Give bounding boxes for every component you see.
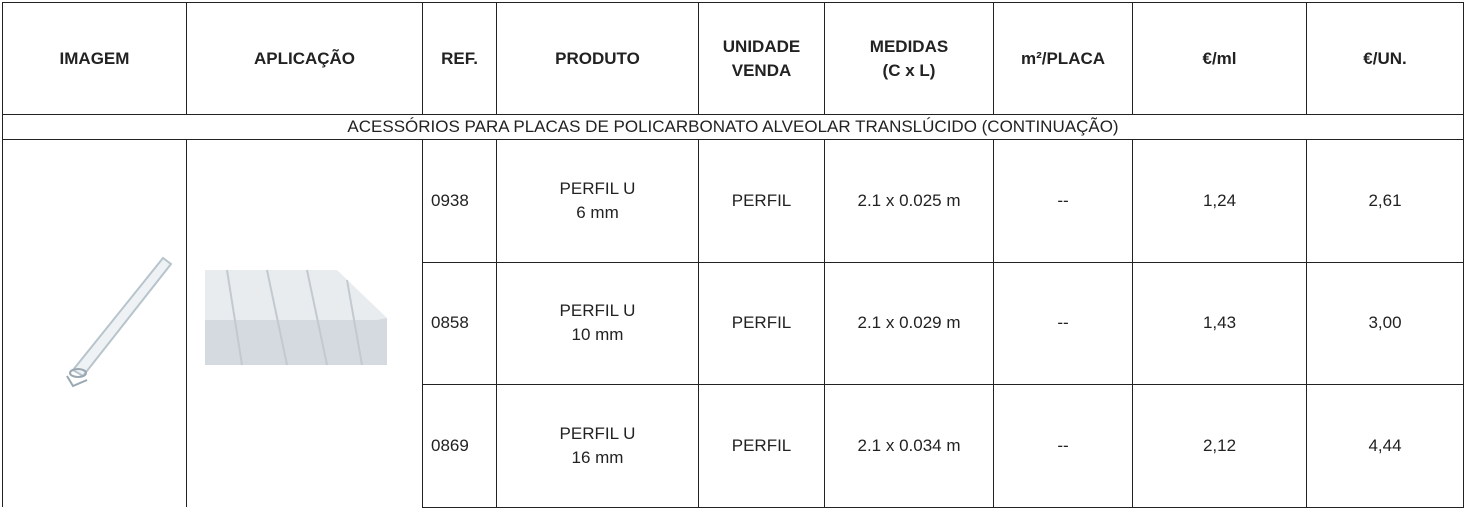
header-cell: MEDIDAS (C x L) (824, 2, 994, 115)
cell-ref: 0858 (422, 261, 497, 385)
cell-m2-placa: -- (993, 261, 1133, 385)
cell-eur-un: 3,00 (1306, 261, 1464, 385)
header-cell: PRODUTO (496, 2, 699, 115)
header-cell: UNIDADE VENDA (698, 2, 825, 115)
header-cell: €/UN. (1306, 2, 1464, 115)
header-cell: REF. (422, 2, 497, 115)
header-cell: €/ml (1132, 2, 1307, 115)
cell-unidade: PERFIL (698, 139, 825, 263)
cell-ref: 0938 (422, 139, 497, 263)
application-image (205, 269, 387, 366)
header-cell: m²/PLACA (993, 2, 1133, 115)
data-row: 0938 PERFIL U 6 mm PERFIL 2.1 x 0.025 m -- 1,… (2, 139, 1464, 507)
header-cell: IMAGEM (2, 2, 187, 115)
cell-eur-un: 4,44 (1306, 384, 1464, 508)
header-cell: APLICAÇÃO (186, 2, 423, 115)
cell-medidas: 2.1 x 0.029 m (824, 261, 994, 385)
cell-produto: PERFIL U 10 mm (496, 261, 699, 385)
cell-eur-un: 2,61 (1306, 139, 1464, 263)
cell-m2-placa: -- (993, 139, 1133, 263)
cell-eur-ml: 1,24 (1132, 139, 1307, 263)
cell-medidas: 2.1 x 0.034 m (824, 384, 994, 508)
cell-produto: PERFIL U 6 mm (496, 139, 699, 263)
cell-ref: 0869 (422, 384, 497, 508)
profile-image (66, 256, 173, 388)
section: ACESSÓRIOS PARA PLACAS DE POLICARBONATO … (2, 114, 1464, 140)
cell-produto: PERFIL U 16 mm (496, 384, 699, 508)
image-cell (2, 139, 187, 507)
cell-m2-placa: -- (993, 384, 1133, 508)
image-cell (186, 139, 423, 507)
cell-eur-ml: 2,12 (1132, 384, 1307, 508)
data-row: 0858 PERFIL U 10 mm PERFIL 2.1 x 0.029 m -- 1… (3, 261, 1464, 385)
header-row: IMAGEM APLICAÇÃO REF. PRODUTO UNIDADE VENDA M… (2, 2, 1464, 115)
cell-unidade: PERFIL (698, 261, 825, 385)
section-title: ACESSÓRIOS PARA PLACAS DE POLICARBONATO … (2, 114, 1464, 140)
cell-medidas: 2.1 x 0.025 m (824, 139, 994, 263)
cell-unidade: PERFIL (698, 384, 825, 508)
cell-eur-ml: 1,43 (1132, 261, 1307, 385)
data-row: 0869 PERFIL U 16 mm PERFIL 2.1 x 0.034 m -- 2… (3, 384, 1464, 508)
